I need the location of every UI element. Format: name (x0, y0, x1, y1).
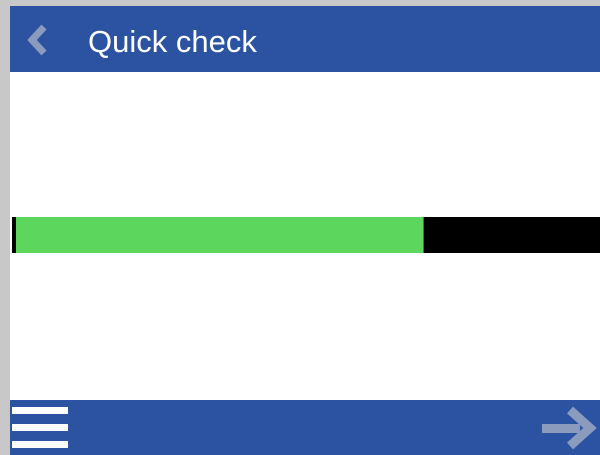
screen-title: Quick check (88, 24, 257, 59)
back-button[interactable] (27, 24, 47, 56)
menu-button[interactable] (12, 407, 68, 448)
footer-bar (10, 400, 600, 455)
menu-line (12, 441, 68, 448)
header-bar (10, 6, 600, 72)
top-frame (0, 0, 600, 6)
menu-line (12, 407, 68, 414)
left-frame (0, 0, 10, 455)
next-button[interactable] (542, 406, 597, 450)
arrow-shaft (542, 424, 580, 433)
progress-bar (12, 217, 600, 253)
menu-line (12, 424, 68, 431)
arrow-head (566, 406, 597, 450)
progress-fill (16, 217, 424, 253)
